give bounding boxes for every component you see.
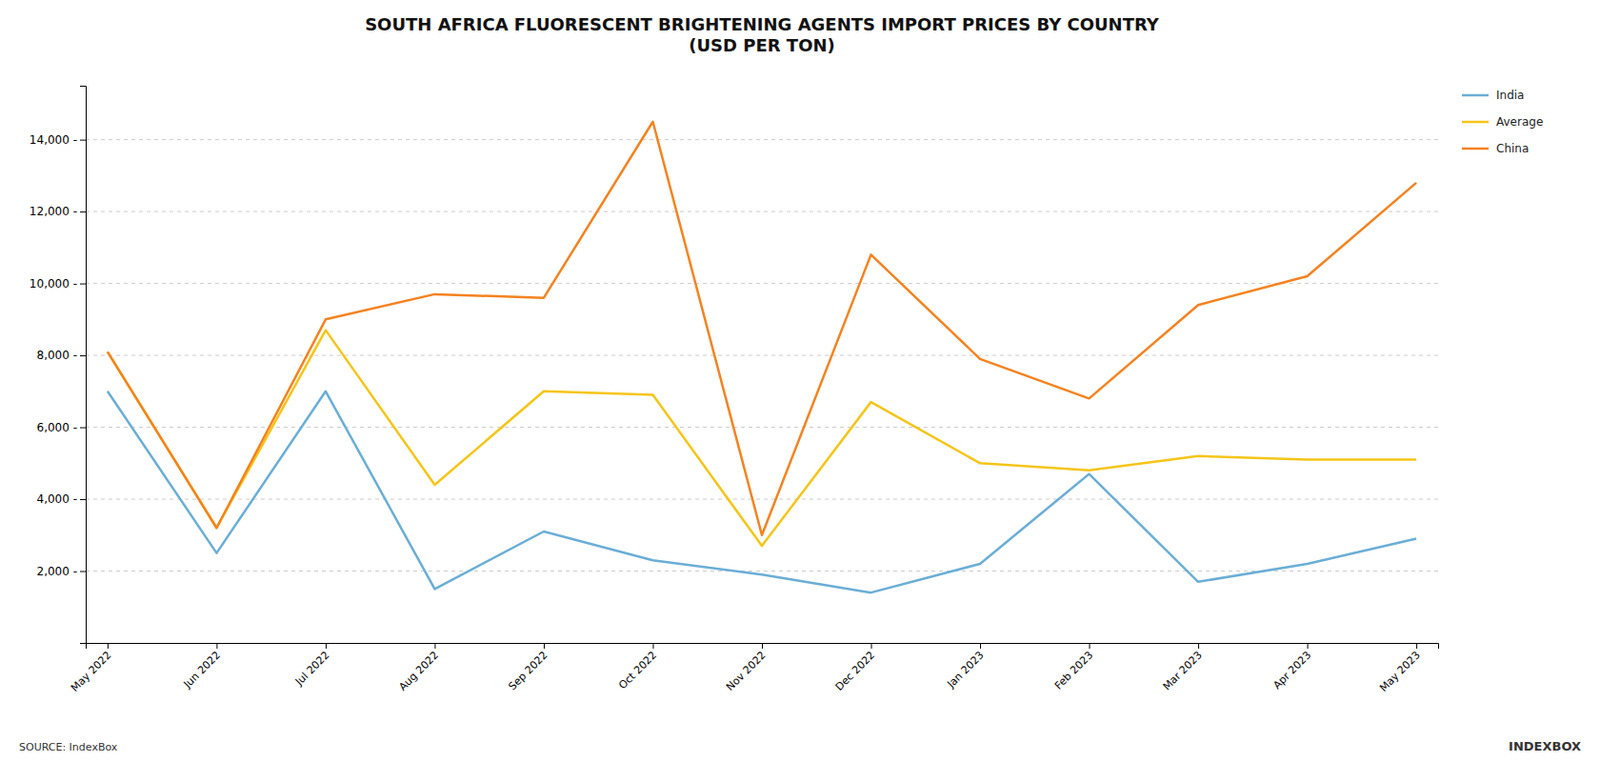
- x-axis: May 2022 Jun 2022 Jul 2022 Aug 2022 Sep 2022…: [68, 642, 1439, 695]
- tick-label: 12,000 -: [29, 204, 78, 219]
- x-tick: May 2023: [1377, 642, 1423, 695]
- title-line: (USD PER TON): [688, 35, 836, 56]
- tick-label: Feb 2023: [1052, 648, 1096, 692]
- y-axis: 2,000 - 4,000 - 6,000 - 8,000 - 10,000 - 12,0…: [29, 86, 87, 644]
- tick-mark: [871, 642, 873, 649]
- tick-mark: [80, 283, 86, 285]
- tick-label: Sep 2022: [505, 648, 550, 693]
- grid-line: [85, 499, 1439, 500]
- y-tick: 2,000 -: [37, 564, 87, 579]
- tick-label: Nov 2022: [723, 648, 769, 694]
- tick-label: Jan 2023: [944, 648, 987, 691]
- tick-mark: [761, 642, 763, 649]
- y-tick: 12,000 -: [29, 204, 86, 219]
- tick-mark: [543, 642, 545, 649]
- tick-mark: [80, 140, 86, 141]
- y-tick: 4,000 -: [37, 492, 87, 506]
- legend-item: China: [1461, 141, 1529, 156]
- tick-mark: [1198, 642, 1200, 649]
- x-tick: Feb 2023: [1052, 642, 1096, 693]
- x-tick: Sep 2022: [505, 642, 550, 693]
- chart: SOUTH AFRICA FLUORESCENT BRIGHTENING AGE…: [0, 0, 1600, 762]
- legend-item: India: [1461, 88, 1524, 102]
- x-tick: Jan 2023: [944, 642, 987, 691]
- grid: [85, 140, 1439, 572]
- tick-mark: [1416, 642, 1418, 649]
- tick-label: 4,000 -: [37, 492, 79, 506]
- legend-swatch: [1461, 147, 1489, 151]
- grid-line: [85, 211, 1439, 213]
- axis-line: [86, 643, 1440, 650]
- grid-line: [85, 355, 1439, 357]
- tick-label: Aug 2022: [396, 648, 441, 694]
- legend-item: Average: [1461, 115, 1543, 129]
- plot-area: [107, 121, 1417, 593]
- tick-mark: [1089, 642, 1091, 649]
- x-tick: Jun 2022: [180, 642, 223, 692]
- title-line: SOUTH AFRICA FLUORESCENT BRIGHTENING AGE…: [364, 14, 1160, 35]
- x-tick: Nov 2022: [723, 642, 769, 694]
- x-tick: Mar 2023: [1160, 642, 1205, 693]
- tick-mark: [980, 642, 981, 649]
- grid-line: [85, 139, 1439, 140]
- tick-mark: [107, 642, 109, 649]
- annotation: SOURCE: IndexBox: [19, 740, 119, 754]
- tick-mark: [216, 642, 218, 649]
- grid-line: [85, 570, 1439, 572]
- tick-label: 2,000 -: [37, 564, 79, 579]
- tick-mark: [80, 427, 86, 429]
- y-tick: 8,000 -: [37, 348, 87, 362]
- tick-label: Apr 2023: [1270, 648, 1314, 692]
- tick-label: Jun 2022: [180, 648, 223, 691]
- title: SOUTH AFRICA FLUORESCENT BRIGHTENING AGE…: [364, 14, 1160, 56]
- x-tick: Aug 2022: [396, 642, 441, 694]
- x-tick: May 2022: [68, 642, 115, 695]
- x-tick: Dec 2022: [833, 642, 879, 694]
- tick-label: 14,000 -: [29, 133, 78, 147]
- series-line: [107, 391, 1417, 593]
- legend-label: Average: [1496, 115, 1543, 129]
- tick-label: May 2022: [68, 648, 115, 695]
- grid-line: [85, 282, 1439, 284]
- y-tick: 6,000 -: [37, 420, 87, 435]
- legend-swatch: [1461, 120, 1489, 124]
- tick-label: May 2023: [1377, 648, 1423, 695]
- tick-mark: [1307, 642, 1309, 649]
- grid-line: [85, 426, 1439, 428]
- tick-label: 10,000 -: [29, 277, 78, 291]
- legend: India Average China: [1461, 88, 1543, 156]
- legend-label: China: [1496, 141, 1529, 156]
- tick-label: 8,000 -: [37, 348, 79, 362]
- legend-swatch: [1461, 94, 1489, 98]
- annotation: INDEXBOX: [1508, 739, 1581, 754]
- tick-label: Jul 2022: [292, 648, 333, 689]
- y-tick: 10,000 -: [29, 277, 86, 291]
- tick-mark: [652, 642, 654, 649]
- tick-mark: [325, 642, 327, 649]
- axis-line: [80, 86, 87, 644]
- tick-mark: [80, 355, 86, 357]
- tick-label: Oct 2022: [616, 648, 660, 692]
- tick-label: Mar 2023: [1160, 648, 1205, 693]
- x-tick: Apr 2023: [1270, 642, 1314, 692]
- tick-mark: [434, 642, 436, 649]
- tick-label: Dec 2022: [833, 648, 879, 694]
- tick-mark: [80, 571, 86, 573]
- x-tick: Jul 2022: [292, 642, 333, 689]
- y-tick: 14,000 -: [29, 133, 86, 147]
- tick-mark: [80, 499, 86, 500]
- legend-label: India: [1496, 88, 1524, 102]
- x-tick: Oct 2022: [616, 642, 660, 692]
- series-line: [107, 121, 1417, 536]
- tick-mark: [80, 211, 86, 213]
- tick-label: 6,000 -: [37, 420, 79, 435]
